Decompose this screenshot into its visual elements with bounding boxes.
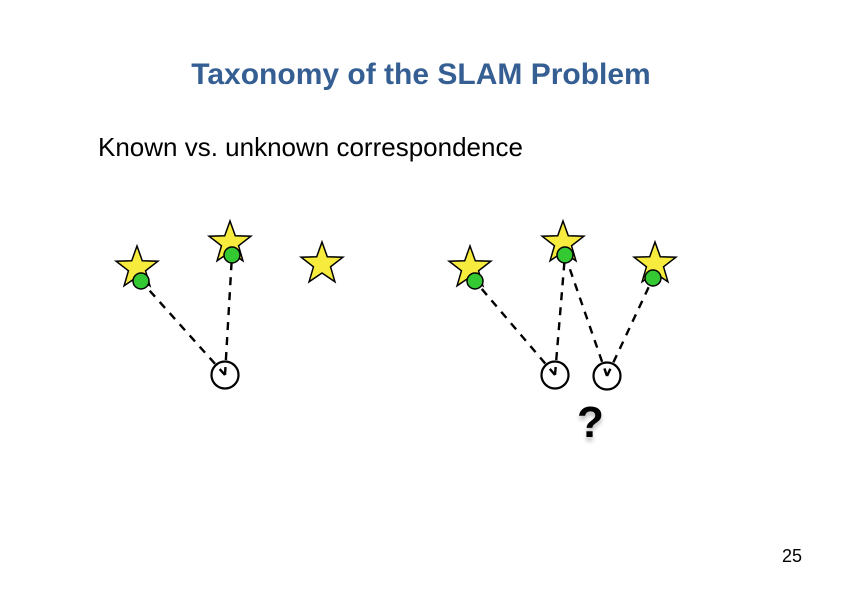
- correspondence-diagram: [0, 0, 842, 595]
- observation-line: [607, 278, 653, 376]
- observation-line: [141, 281, 225, 375]
- observation-line: [555, 255, 565, 375]
- observation-line: [475, 281, 555, 375]
- landmark-estimate-icon: [224, 247, 240, 263]
- observation-line: [565, 255, 607, 376]
- page-number: 25: [782, 546, 802, 567]
- question-mark: ?: [577, 398, 604, 448]
- landmark-estimate-icon: [557, 247, 573, 263]
- landmark-estimate-icon: [467, 273, 483, 289]
- landmark-estimate-icon: [133, 273, 149, 289]
- landmark-star-icon: [301, 242, 343, 282]
- landmark-estimate-icon: [645, 270, 661, 286]
- observation-line: [225, 255, 232, 375]
